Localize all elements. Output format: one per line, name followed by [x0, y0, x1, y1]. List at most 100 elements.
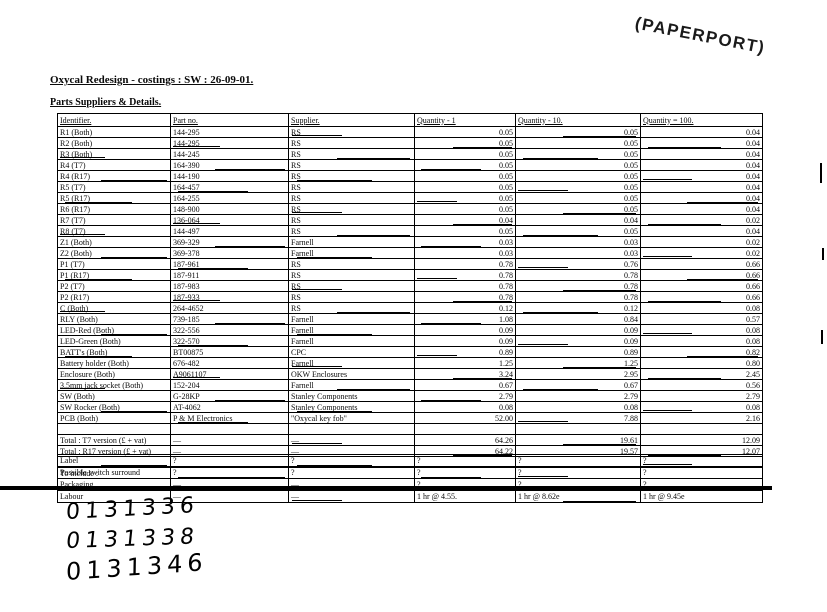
table-cell: ? [170, 466, 289, 479]
table-cell: Battery holder (Both) [57, 357, 171, 369]
table-cell: 3.5mm jack socket (Both) [57, 379, 171, 391]
table-cell: 144-497 [170, 225, 289, 237]
table-cell: 0.04 [640, 159, 763, 171]
table-cell: 0.02 [640, 214, 763, 226]
table-cell: RLY (Both) [57, 313, 171, 325]
table-cell: 2.79 [414, 390, 516, 402]
table-cell: P2 (T7) [57, 280, 171, 292]
table-cell: RS [288, 126, 415, 138]
table-cell: RS [288, 225, 415, 237]
table-cell: R3 (Both) [57, 148, 171, 160]
table-cell [170, 423, 289, 435]
table-cell: 144-295 [170, 137, 289, 149]
table-cell: 0.78 [414, 269, 516, 281]
parts-table-row: LED-Green (Both) 322-570 Farnell 0.09 0.09 0.… [57, 335, 763, 347]
table-cell: 0.05 [515, 170, 641, 182]
section-heading: Parts Suppliers & Details. [50, 97, 162, 108]
blank-row [57, 423, 763, 435]
handwritten-number: 0131346 [65, 548, 208, 587]
column-header: Quantity - 10. [515, 113, 641, 127]
parts-table-row: Battery holder (Both) 676-482 Farnell 1.25 1… [57, 357, 763, 369]
table-cell: 0.04 [640, 225, 763, 237]
table-cell: ? [640, 454, 763, 467]
table-cell: Farnell [288, 379, 415, 391]
table-cell: 164-457 [170, 181, 289, 193]
table-cell: 7.88 [515, 412, 641, 424]
table-cell: CPC [288, 346, 415, 358]
parts-table-row: Enclosure (Both) A9061107 OKW Enclosures 3.… [57, 368, 763, 380]
table-cell: 0.04 [640, 181, 763, 193]
table-cell: OKW Enclosures [288, 368, 415, 380]
table-cell: 164-390 [170, 159, 289, 171]
table-cell: 1 hr @ 9.45e [640, 490, 763, 503]
table-header-row: Identifier. Part no. Supplier. Quantity - 1… [57, 113, 763, 127]
table-cell: 0.08 [515, 401, 641, 413]
table-cell: 0.80 [640, 357, 763, 369]
table-cell: 0.08 [414, 401, 516, 413]
table-cell: 0.78 [414, 258, 516, 270]
table-cell: — [288, 434, 415, 446]
table-cell: RS [288, 203, 415, 215]
table-cell: 2.79 [515, 390, 641, 402]
table-cell: 148-900 [170, 203, 289, 215]
table-cell: 322-556 [170, 324, 289, 336]
parts-table-row: P1 (T7) 187-961 RS 0.78 0.76 0.66 [57, 258, 763, 270]
table-cell: ? [640, 466, 763, 479]
table-cell: 0.03 [515, 236, 641, 248]
table-cell: 0.05 [414, 170, 516, 182]
table-cell: 0.05 [414, 126, 516, 138]
table-cell: 0.02 [640, 247, 763, 259]
table-cell: 739-185 [170, 313, 289, 325]
scan-edge-artifact [822, 248, 824, 260]
table-cell: Farnell [288, 357, 415, 369]
table-cell: ? [288, 466, 415, 479]
table-cell: PCB (Both) [57, 412, 171, 424]
table-cell: RS [288, 181, 415, 193]
table-cell: RS [288, 159, 415, 171]
table-cell: 0.03 [515, 247, 641, 259]
table-cell: 1 hr @ 4.55. [414, 490, 516, 503]
table-cell: 264-4652 [170, 302, 289, 314]
table-cell: R7 (T7) [57, 214, 171, 226]
table-cell: RS [288, 137, 415, 149]
parts-table-row: SW Rocker (Both) AT-4062 Stanley Component… [57, 401, 763, 413]
table-cell: 0.66 [640, 291, 763, 303]
table-cell: A9061107 [170, 368, 289, 380]
table-cell: R6 (R17) [57, 203, 171, 215]
table-cell: 144-245 [170, 148, 289, 160]
parts-table-row: R6 (R17) 148-900 RS 0.05 0.05 0.04 [57, 203, 763, 215]
table-cell: 0.08 [640, 335, 763, 347]
table-cell: 0.78 [414, 280, 516, 292]
table-cell: Farnell [288, 324, 415, 336]
table-cell: — [170, 434, 289, 446]
table-cell: 0.76 [515, 258, 641, 270]
table-cell: 1.08 [414, 313, 516, 325]
table-cell: Farnell [288, 335, 415, 347]
table-cell: AT-4062 [170, 401, 289, 413]
table-cell: 676-482 [170, 357, 289, 369]
table-cell: RS [288, 280, 415, 292]
table-cell: 64.26 [414, 434, 516, 446]
table-cell: G-28KP [170, 390, 289, 402]
table-cell: 0.04 [640, 170, 763, 182]
table-cell: 0.66 [640, 280, 763, 292]
table-cell: 0.78 [515, 280, 641, 292]
table-cell: Stanley Components [288, 390, 415, 402]
table-cell: 0.05 [515, 159, 641, 171]
table-cell: R4 (T7) [57, 159, 171, 171]
table-cell: SW Rocker (Both) [57, 401, 171, 413]
paperport-watermark: (PAPERPORT) [633, 13, 768, 58]
table-cell: RS [288, 148, 415, 160]
table-cell: RS [288, 302, 415, 314]
table-cell: LED-Green (Both) [57, 335, 171, 347]
parts-table-row: BATT's (Both) BT00875 CPC 0.89 0.89 0.82 [57, 346, 763, 358]
table-cell: 0.05 [414, 225, 516, 237]
table-cell: 0.04 [515, 214, 641, 226]
table-cell: 1.25 [515, 357, 641, 369]
table-cell: ? [170, 454, 289, 467]
table-cell: 12.09 [640, 434, 763, 446]
table-cell: 0.04 [640, 192, 763, 204]
table-cell: 3.24 [414, 368, 516, 380]
table-cell: 2.79 [640, 390, 763, 402]
table-cell: 0.04 [640, 126, 763, 138]
